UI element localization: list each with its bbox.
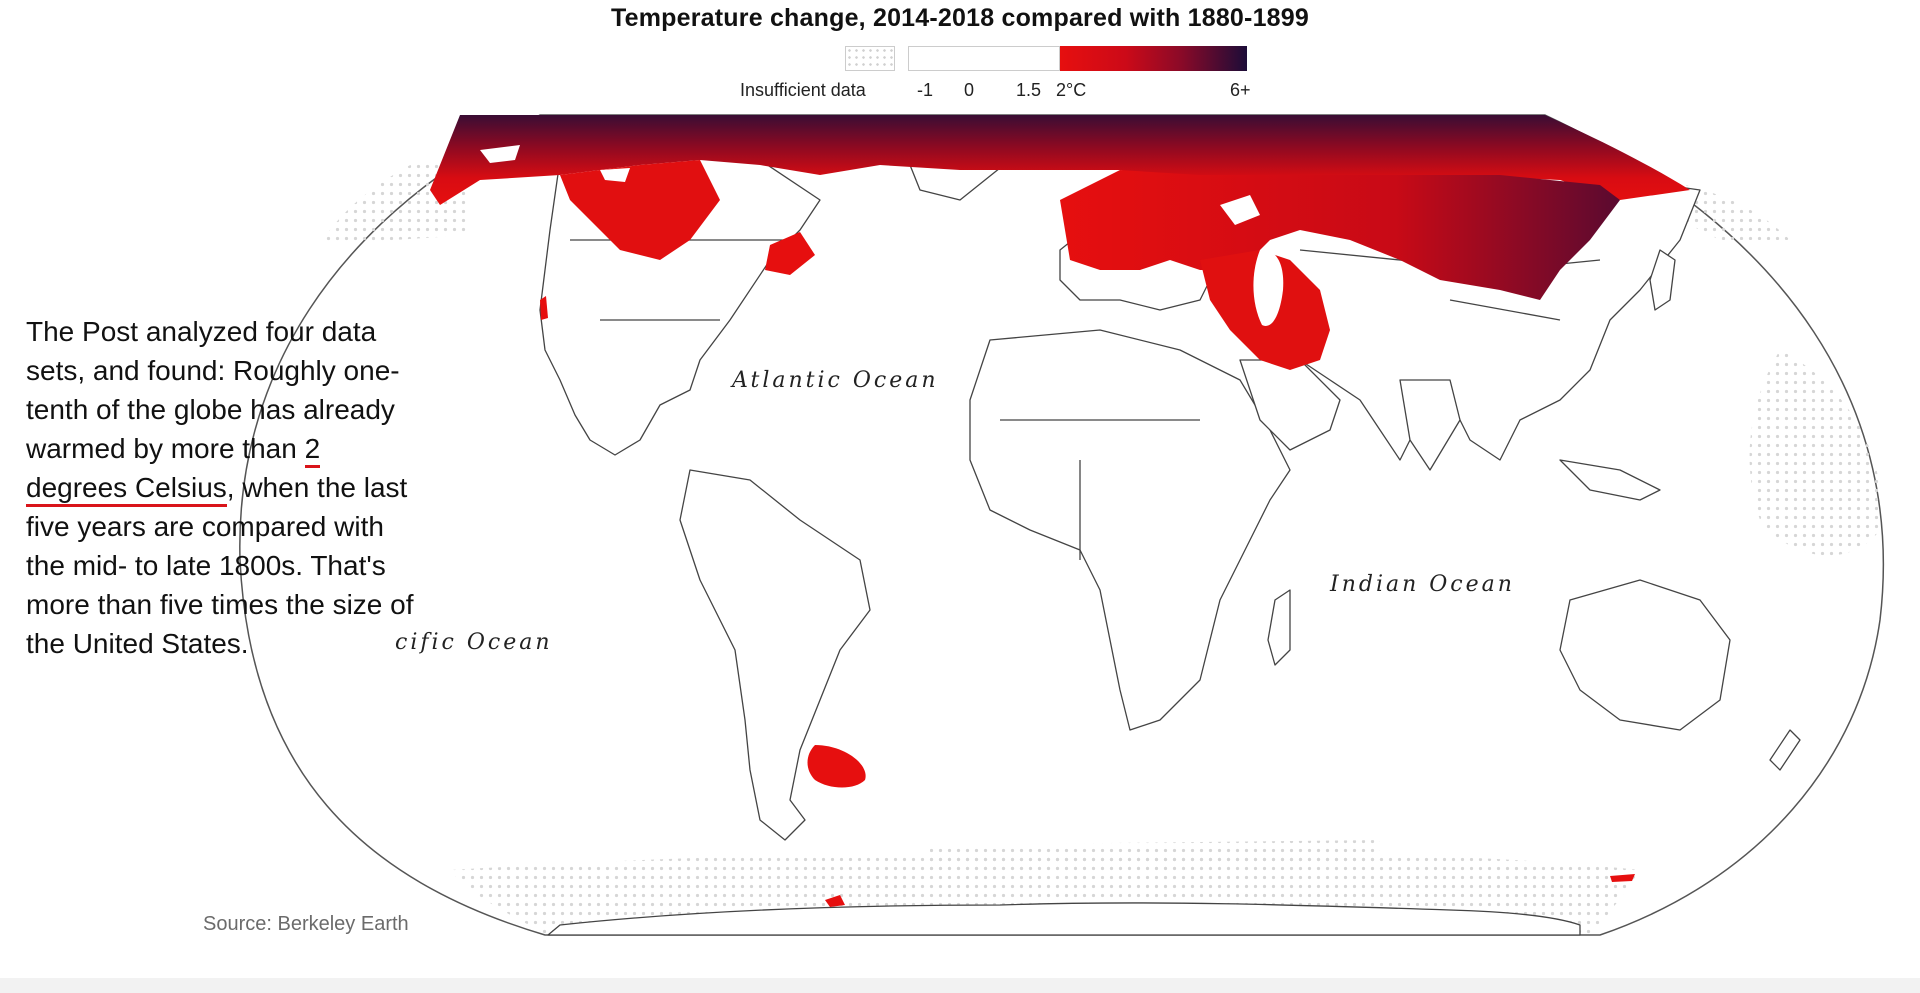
insufficient-data-swatch bbox=[845, 46, 895, 71]
lakes bbox=[480, 145, 1284, 326]
atlantic-ocean-label: Atlantic Ocean bbox=[732, 368, 939, 393]
warming-patagonia bbox=[807, 745, 866, 788]
annotation-text-before: The Post analyzed four data sets, and fo… bbox=[26, 316, 400, 464]
pacific-ocean-label: cific Ocean bbox=[395, 630, 553, 655]
legend-tick-1-5: 1.5 bbox=[1016, 80, 1042, 100]
warming-north-polar-band bbox=[430, 115, 1690, 205]
south-america bbox=[679, 469, 871, 841]
footer-band bbox=[0, 978, 1920, 993]
source-credit: Source: Berkeley Earth bbox=[203, 913, 409, 935]
annotation-text: The Post analyzed four data sets, and fo… bbox=[26, 312, 426, 663]
africa bbox=[969, 329, 1291, 731]
scale-warming-gradient bbox=[1060, 46, 1247, 71]
warming-antarctic-peninsula bbox=[825, 895, 845, 907]
scale-no-warming-segment bbox=[908, 46, 1060, 71]
legend-tick-0: 0 bbox=[964, 80, 975, 100]
legend-tick-minus1: -1 bbox=[917, 80, 934, 100]
globe-outline bbox=[239, 114, 1885, 936]
annotation-highlight: 2 degrees Celsius bbox=[26, 433, 321, 507]
warming-california bbox=[540, 296, 548, 320]
warming-europe-russia bbox=[1060, 170, 1620, 300]
madagascar bbox=[1267, 589, 1291, 666]
antarctica bbox=[547, 902, 1581, 936]
indian-ocean-label: Indian Ocean bbox=[1330, 572, 1515, 597]
warming-canada bbox=[560, 160, 720, 260]
japan bbox=[1649, 249, 1676, 311]
warming-quebec bbox=[765, 232, 815, 275]
australia bbox=[1559, 579, 1731, 731]
legend: Insufficient data -1 0 1.5 2°C 6+ bbox=[740, 46, 1280, 106]
warming-antarctic-spot bbox=[1610, 874, 1635, 882]
legend-tick-6plus: 6+ bbox=[1230, 80, 1251, 100]
indonesia bbox=[1559, 459, 1661, 501]
map-title: Temperature change, 2014-2018 compared w… bbox=[611, 4, 1309, 32]
new-zealand bbox=[1769, 729, 1801, 771]
insufficient-data-label: Insufficient data bbox=[740, 80, 866, 100]
india bbox=[1399, 379, 1461, 471]
legend-tick-2c: 2°C bbox=[1056, 80, 1087, 100]
annotation-text-after: , when the last five years are compared … bbox=[26, 472, 414, 659]
